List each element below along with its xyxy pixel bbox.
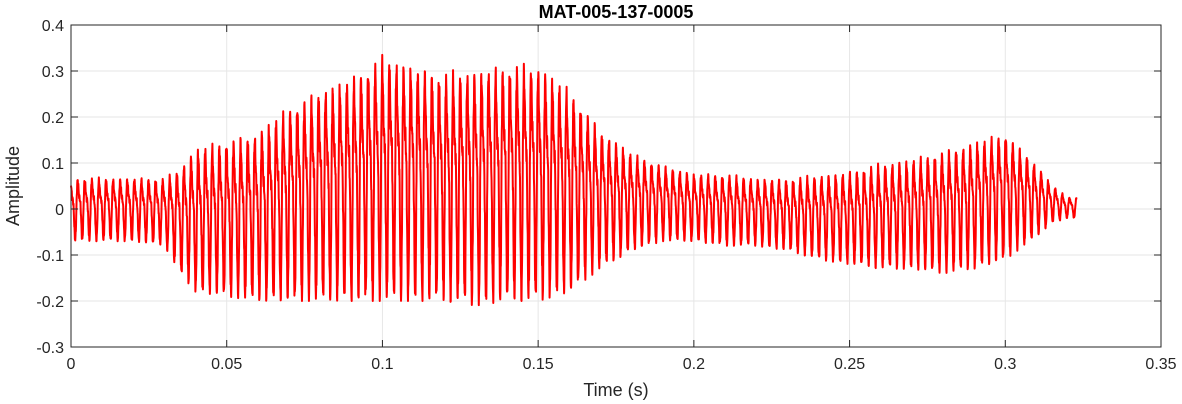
signal-series xyxy=(70,53,1078,307)
y-tick-label: 0.4 xyxy=(42,18,64,35)
y-tick-label: -0.2 xyxy=(36,294,64,311)
x-tick-label: 0.15 xyxy=(523,356,554,373)
x-axis-label: Time (s) xyxy=(583,380,648,400)
y-tick-label: 0.2 xyxy=(42,110,64,127)
y-tick-label: -0.3 xyxy=(36,340,64,357)
y-tick-label: 0.3 xyxy=(42,64,64,81)
signal-line xyxy=(70,53,1078,307)
y-axis-ticks: -0.3 -0.2 -0.1 0 0.1 0.2 0.3 0.4 xyxy=(36,18,1161,357)
x-tick-label: 0.2 xyxy=(683,356,705,373)
axes-box xyxy=(70,24,1162,348)
x-tick-label: 0.25 xyxy=(834,356,865,373)
x-tick-label: 0.05 xyxy=(211,356,242,373)
x-tick-label: 0.35 xyxy=(1145,356,1176,373)
y-tick-label: 0.1 xyxy=(42,156,64,173)
y-axis-label: Amplitude xyxy=(3,146,23,226)
x-tick-label: 0 xyxy=(67,356,76,373)
x-axis-ticks: 0 0.05 0.1 0.15 0.2 0.25 0.3 0.35 xyxy=(67,25,1177,373)
x-tick-label: 0.3 xyxy=(994,356,1016,373)
y-tick-label: -0.1 xyxy=(36,248,64,265)
y-tick-label: 0 xyxy=(55,202,64,219)
chart-title: MAT-005-137-0005 xyxy=(539,2,694,22)
x-tick-label: 0.1 xyxy=(371,356,393,373)
